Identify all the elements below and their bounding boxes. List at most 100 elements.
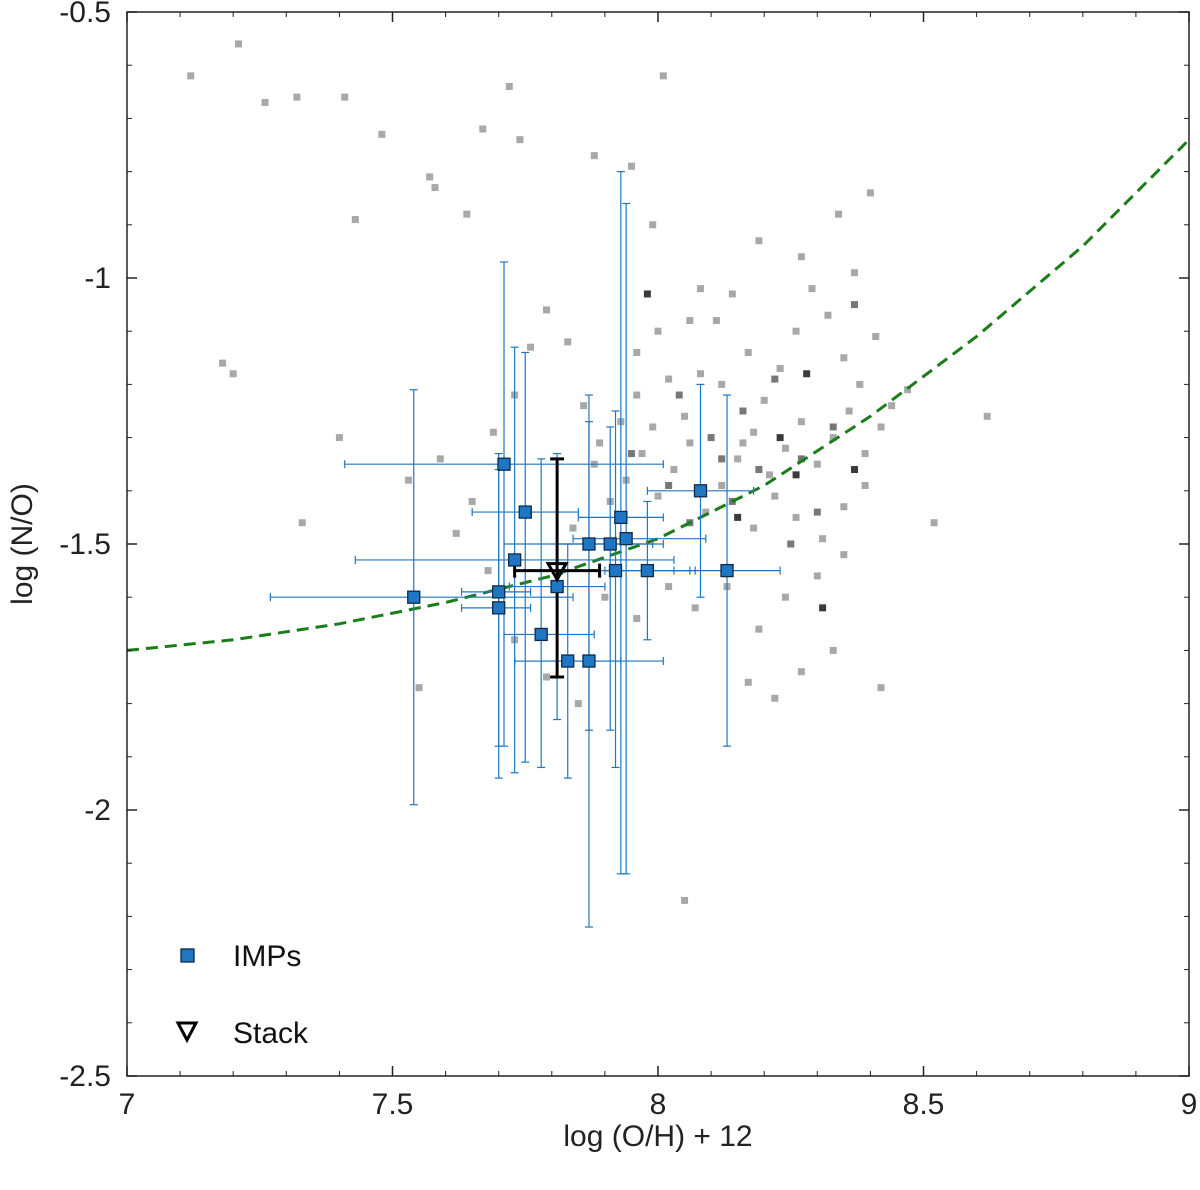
density-cell xyxy=(590,152,598,160)
y-tick-label: -1 xyxy=(84,262,111,295)
density-cell xyxy=(707,434,715,442)
imps-point-marker xyxy=(534,627,548,642)
density-cell xyxy=(771,694,779,702)
density-cell xyxy=(431,184,439,192)
imps-point-marker xyxy=(492,585,506,599)
x-tick-label: 7.5 xyxy=(372,1088,414,1121)
density-cell xyxy=(829,646,837,654)
density-cell xyxy=(813,460,821,468)
density-cell xyxy=(452,529,460,537)
imps-point-marker xyxy=(507,553,522,567)
density-cell xyxy=(835,210,843,218)
density-cell xyxy=(771,492,779,500)
density-cell xyxy=(829,423,837,431)
legend-stack-marker xyxy=(175,1021,199,1044)
imps-point-marker xyxy=(608,563,623,578)
density-cell xyxy=(750,428,758,436)
density-cell xyxy=(734,455,742,463)
density-cell xyxy=(691,604,699,612)
density-cell xyxy=(734,513,742,521)
density-cell xyxy=(739,407,747,415)
density-cell xyxy=(293,93,301,101)
density-cell xyxy=(803,370,811,378)
imps-point-marker xyxy=(561,654,575,668)
density-cell xyxy=(681,896,689,904)
density-cell xyxy=(840,503,848,511)
density-cell xyxy=(665,481,673,489)
density-cell xyxy=(489,428,497,436)
imps-point-marker xyxy=(582,654,596,668)
density-cell xyxy=(819,604,827,612)
imps-point-marker xyxy=(619,532,633,546)
density-cell xyxy=(542,306,550,314)
density-cell xyxy=(527,343,535,351)
density-cell xyxy=(787,540,795,548)
density-cell xyxy=(574,700,582,708)
density-cell xyxy=(781,444,789,452)
legend-imps-marker xyxy=(180,948,195,963)
imps-point-marker xyxy=(582,537,596,551)
y-axis-label: log (N/O) xyxy=(6,483,39,605)
trend-curve-line xyxy=(126,138,1191,652)
y-tick-label: -2.5 xyxy=(59,1060,111,1093)
density-cell xyxy=(675,391,683,399)
imps-point-marker xyxy=(720,563,734,578)
density-cell xyxy=(415,684,423,692)
stack-point-marker xyxy=(545,562,569,583)
density-cell xyxy=(341,93,349,101)
density-cell xyxy=(776,434,784,442)
density-cell xyxy=(261,98,269,106)
imps-point-marker xyxy=(693,484,708,498)
density-cell xyxy=(845,407,853,415)
density-cell xyxy=(601,593,609,601)
x-tick-label: 9 xyxy=(1181,1088,1198,1121)
density-cell xyxy=(298,519,306,527)
axis-layer: 7 7.5 8 8.5 9 -0.5 -1 -1.5 -2 -2.5 xyxy=(59,0,1197,1121)
density-cell xyxy=(861,450,869,458)
density-cell xyxy=(813,508,821,516)
density-cell xyxy=(659,72,667,80)
x-tick-label: 8.5 xyxy=(903,1088,945,1121)
density-cell xyxy=(888,402,896,410)
density-cell xyxy=(983,412,991,420)
density-cell xyxy=(686,317,694,325)
density-cell xyxy=(542,673,550,681)
density-cell xyxy=(755,466,763,474)
density-cell xyxy=(904,386,912,394)
density-cell xyxy=(792,513,800,521)
density-cell xyxy=(755,237,763,245)
density-cell xyxy=(850,301,858,309)
density-cell xyxy=(564,338,572,346)
legend-stack-label: Stack xyxy=(233,1017,309,1050)
density-cell xyxy=(633,614,641,622)
density-cell xyxy=(187,72,195,80)
density-cell xyxy=(670,466,678,474)
density-cell xyxy=(781,593,789,601)
density-cell xyxy=(654,327,662,335)
density-cell xyxy=(792,327,800,335)
legend-imps-label: IMPs xyxy=(233,940,301,973)
density-cell xyxy=(463,210,471,218)
density-cell xyxy=(665,375,673,383)
trend-curve-layer xyxy=(126,138,1191,652)
density-cell xyxy=(840,551,848,559)
density-cell xyxy=(351,215,359,223)
marker-layer xyxy=(407,457,734,668)
density-cell xyxy=(755,625,763,633)
density-cell xyxy=(633,348,641,356)
density-cell xyxy=(850,466,858,474)
legend: IMPs Stack xyxy=(175,940,309,1050)
density-cell xyxy=(649,221,657,229)
y-tick-label: -0.5 xyxy=(59,0,111,29)
density-cell xyxy=(404,476,412,484)
density-cell xyxy=(861,481,869,489)
density-cell xyxy=(696,370,704,378)
imps-point-marker xyxy=(492,601,506,615)
density-cell xyxy=(744,348,752,356)
density-cell xyxy=(718,455,726,463)
density-cell xyxy=(665,583,673,591)
density-cell xyxy=(866,189,874,197)
density-cell xyxy=(436,455,444,463)
density-cell xyxy=(696,285,704,293)
